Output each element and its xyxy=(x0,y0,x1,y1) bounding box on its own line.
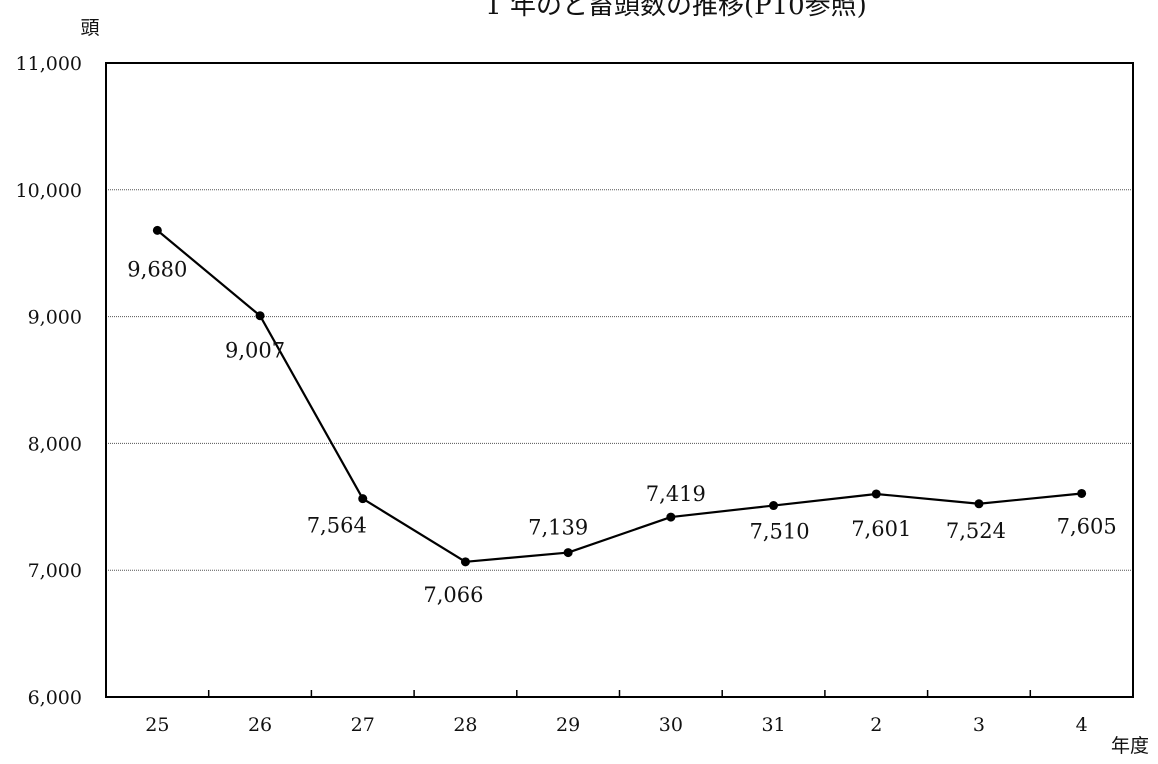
data-point xyxy=(460,557,470,567)
data-point xyxy=(769,501,779,511)
x-tick-label: 31 xyxy=(761,714,785,736)
x-tick-label: 29 xyxy=(556,714,580,736)
y-tick-label: 6,000 xyxy=(28,687,82,709)
data-label: 7,564 xyxy=(307,514,367,538)
data-label: 9,680 xyxy=(127,257,187,281)
chart-title: 1 年のと畜頭数の推移(P10参照) xyxy=(485,0,867,21)
x-tick-label: 26 xyxy=(248,714,272,736)
y-tick-label: 8,000 xyxy=(28,433,82,455)
y-axis-unit-label: 頭 xyxy=(80,17,99,39)
data-label: 7,139 xyxy=(528,516,588,540)
data-point xyxy=(1077,488,1087,498)
x-tick-label: 3 xyxy=(973,714,985,736)
series-layer xyxy=(152,225,1087,567)
y-tick-label: 7,000 xyxy=(28,560,82,582)
x-tick-label: 28 xyxy=(453,714,477,736)
axes-layer xyxy=(105,62,1134,698)
data-point xyxy=(255,311,265,321)
data-label-layer: 9,680 9,007 7,564 7,066 7,139 7,419 7,510 7,601… xyxy=(127,257,1116,606)
x-tick-label: 27 xyxy=(351,714,375,736)
data-label: 7,601 xyxy=(851,517,911,541)
data-point xyxy=(974,499,984,509)
data-label: 7,605 xyxy=(1057,514,1117,538)
data-point xyxy=(871,489,881,499)
y-tick-label: 11,000 xyxy=(16,53,82,75)
data-point xyxy=(152,225,162,235)
x-tick-label: 25 xyxy=(145,714,169,736)
x-tick-label: 30 xyxy=(659,714,683,736)
plot-area-frame xyxy=(105,62,1134,698)
data-label: 7,524 xyxy=(946,519,1006,543)
y-tick-label: 9,000 xyxy=(28,307,82,329)
series-line xyxy=(156,229,1082,563)
data-point xyxy=(666,512,676,522)
x-axis-unit-label: 年度 xyxy=(1111,735,1149,757)
data-point xyxy=(563,548,573,558)
data-label: 7,419 xyxy=(646,482,706,506)
x-tick-label: 4 xyxy=(1076,714,1088,736)
y-tick-label: 10,000 xyxy=(16,180,82,202)
data-label: 7,066 xyxy=(423,583,483,607)
grid-layer xyxy=(106,189,1133,571)
tick-label-layer: 6,000 7,000 8,000 9,000 10,000 11,000 25 26 27 28… xyxy=(16,53,1088,736)
data-point xyxy=(358,494,368,504)
x-tick-label: 2 xyxy=(870,714,882,736)
data-label: 7,510 xyxy=(749,520,809,544)
data-label: 9,007 xyxy=(225,339,285,363)
